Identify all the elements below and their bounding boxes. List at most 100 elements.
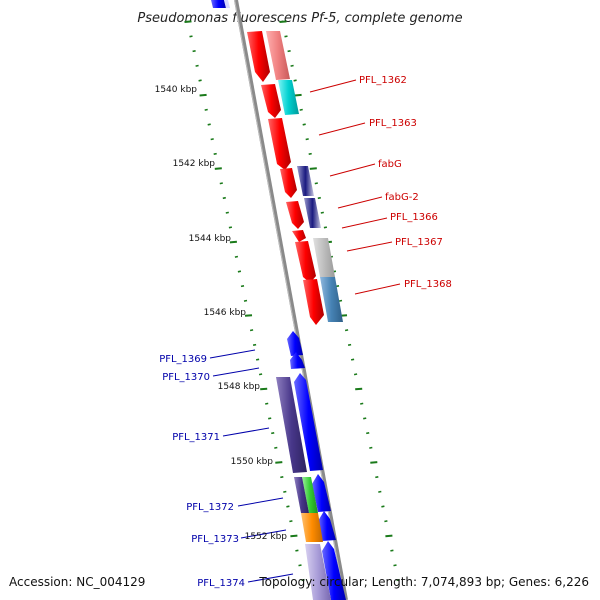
gene-feature-pfl-1372-green[interactable] bbox=[302, 477, 318, 513]
gene-feature-fabg-2[interactable] bbox=[304, 198, 321, 228]
gene-feature-11[interactable] bbox=[294, 373, 323, 471]
scale-tick bbox=[355, 387, 363, 391]
scale-tick bbox=[289, 520, 293, 523]
scale-tick bbox=[338, 299, 343, 302]
scale-tick bbox=[252, 343, 257, 346]
scale-tick bbox=[244, 314, 253, 317]
scale-tick bbox=[265, 402, 269, 405]
gene-label-pfl-1366[interactable]: PFL_1366 bbox=[390, 212, 438, 223]
leader-lines-left bbox=[209, 349, 294, 583]
scale-tick bbox=[207, 123, 211, 126]
gene-feature-fabg[interactable] bbox=[297, 166, 314, 196]
gene-label-pfl-1363[interactable]: PFL_1363 bbox=[369, 118, 417, 129]
gene-partial-top[interactable] bbox=[211, 0, 230, 8]
genome-summary-text: Topology: circular; Length: 7,074,893 bp… bbox=[258, 575, 589, 589]
scale-tick bbox=[213, 152, 217, 155]
gene-label-fabg[interactable]: fabG bbox=[378, 159, 402, 170]
gene-feature-7[interactable] bbox=[295, 241, 316, 283]
accession-text: Accession: NC_004129 bbox=[9, 575, 145, 589]
gene-feature-12[interactable] bbox=[312, 474, 331, 512]
gene-feature-14[interactable] bbox=[322, 541, 346, 600]
kbp-label-1542: 1542 kbp bbox=[173, 159, 216, 169]
scale-tick bbox=[286, 505, 290, 508]
scale-tick bbox=[240, 285, 245, 288]
gene-label-pfl-1374[interactable]: PFL_1374 bbox=[197, 578, 245, 589]
scale-tick bbox=[393, 564, 397, 567]
gene-feature-pfl-1372-purple[interactable] bbox=[294, 477, 309, 513]
gene-feature-pfl-1371[interactable] bbox=[276, 377, 307, 473]
scale-tick bbox=[363, 417, 367, 420]
scale-tick bbox=[301, 578, 305, 582]
scale-tick bbox=[396, 578, 400, 582]
scale-tick bbox=[320, 211, 324, 214]
scale-tick bbox=[293, 79, 297, 82]
scale-tick bbox=[234, 255, 239, 258]
scale-tick bbox=[350, 358, 355, 361]
scale-tick bbox=[199, 93, 207, 97]
gene-feature-cyan[interactable] bbox=[278, 80, 299, 115]
scale-tick bbox=[347, 343, 352, 346]
scale-tick bbox=[219, 182, 223, 185]
scale-tick bbox=[385, 534, 393, 538]
gene-label-pfl-1367[interactable]: PFL_1367 bbox=[395, 237, 443, 248]
scale-tick bbox=[375, 476, 379, 479]
gene-feature-5[interactable] bbox=[286, 201, 304, 229]
scale-tick bbox=[279, 20, 287, 23]
scale-tick bbox=[280, 476, 284, 479]
gene-label-pfl-1362[interactable]: PFL_1362 bbox=[359, 75, 407, 86]
gene-feature-pfl-1373[interactable] bbox=[301, 513, 323, 542]
scale-tick bbox=[295, 549, 299, 552]
gene-feature-4[interactable] bbox=[280, 168, 297, 198]
kbp-label-1552: 1552 kbp bbox=[245, 532, 288, 542]
scale-tick bbox=[271, 432, 275, 435]
scale-tick bbox=[260, 387, 268, 391]
scale-tick bbox=[275, 461, 283, 464]
scale-tick bbox=[274, 446, 278, 449]
gene-label-pfl-1368[interactable]: PFL_1368 bbox=[404, 279, 452, 290]
gene-feature-pfl-1367[interactable] bbox=[313, 238, 335, 277]
scale-tick bbox=[237, 270, 242, 273]
scale-tick bbox=[229, 240, 237, 244]
kbp-label-1548: 1548 kbp bbox=[218, 382, 261, 392]
gene-feature-13[interactable] bbox=[318, 511, 336, 541]
scale-tick bbox=[378, 490, 382, 493]
scale-tick bbox=[228, 226, 233, 229]
scale-tick bbox=[283, 490, 287, 493]
scale-tick bbox=[225, 211, 229, 214]
scale-tick bbox=[298, 564, 302, 567]
scale-tick bbox=[284, 35, 288, 38]
gene-feature-9[interactable] bbox=[287, 331, 303, 356]
scale-tick bbox=[384, 520, 388, 523]
scale-tick bbox=[258, 373, 263, 376]
gene-label-fabg-2[interactable]: fabG-2 bbox=[385, 192, 419, 203]
scale-tick bbox=[290, 64, 294, 67]
kbp-label-1544: 1544 kbp bbox=[189, 234, 232, 244]
gene-label-pfl-1370[interactable]: PFL_1370 bbox=[162, 372, 210, 383]
gene-feature-pfl-1374[interactable] bbox=[305, 544, 331, 600]
gene-label-pfl-1369[interactable]: PFL_1369 bbox=[159, 354, 207, 365]
scale-tick bbox=[317, 196, 321, 200]
scale-tick bbox=[189, 35, 193, 38]
scale-tick bbox=[204, 108, 208, 111]
scale-tick bbox=[314, 182, 318, 185]
gene-feature-pink[interactable] bbox=[266, 31, 290, 80]
gene-feature-3[interactable] bbox=[268, 118, 291, 170]
scale-tick bbox=[390, 549, 394, 552]
gene-feature-1[interactable] bbox=[247, 31, 270, 82]
gene-feature-pfl-1368[interactable] bbox=[320, 277, 343, 322]
gene-feature-8[interactable] bbox=[303, 279, 324, 325]
gene-feature-2[interactable] bbox=[261, 84, 281, 118]
scale-tick bbox=[249, 329, 254, 332]
gene-feature-6[interactable] bbox=[292, 230, 306, 242]
gene-label-pfl-1372[interactable]: PFL_1372 bbox=[186, 502, 234, 513]
kbp-label-1546: 1546 kbp bbox=[204, 308, 247, 318]
gene-label-pfl-1371[interactable]: PFL_1371 bbox=[172, 432, 220, 443]
gene-feature-10[interactable] bbox=[290, 352, 305, 369]
gene-label-pfl-1373[interactable]: PFL_1373 bbox=[191, 534, 239, 545]
scale-tick bbox=[370, 461, 378, 464]
scale-tick bbox=[305, 138, 309, 141]
scale-tick bbox=[294, 93, 302, 97]
scale-tick bbox=[366, 432, 370, 435]
